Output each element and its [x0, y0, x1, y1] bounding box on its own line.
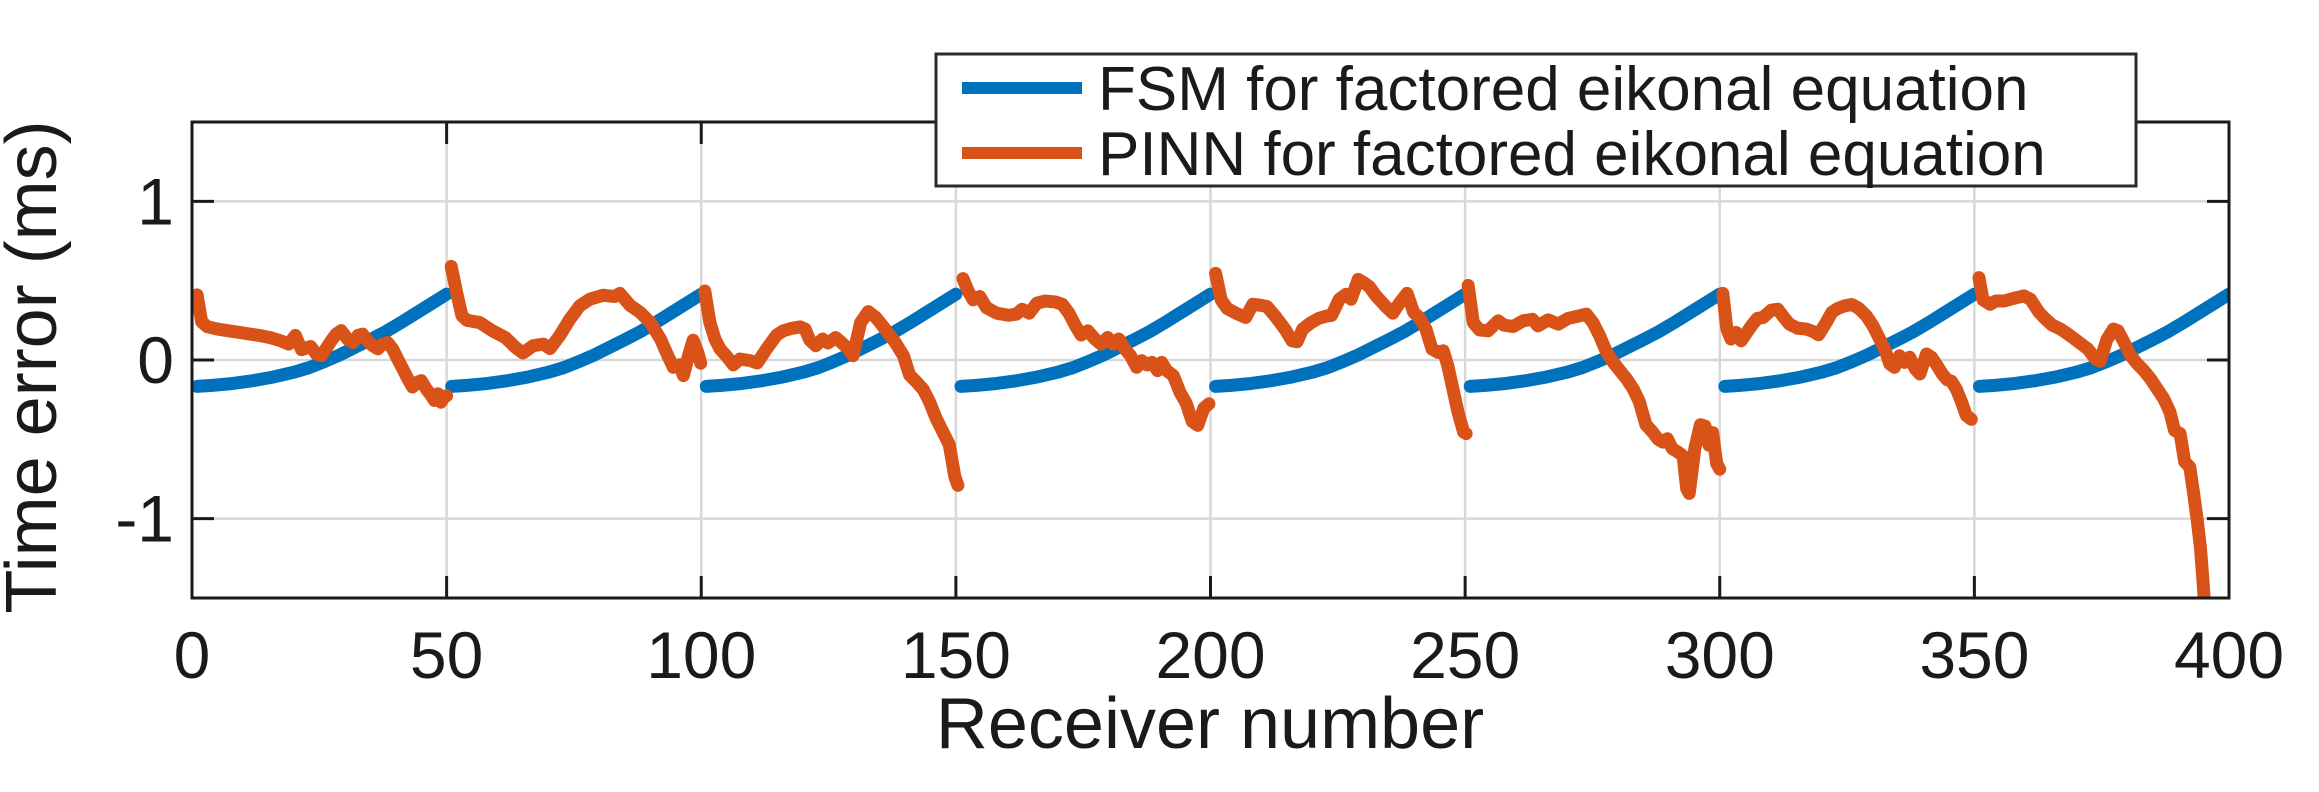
x-tick-label: 150: [901, 618, 1011, 692]
pinn-curve-segment: [1972, 271, 2211, 598]
legend: FSM for factored eikonal equation PINN f…: [934, 52, 2138, 189]
legend-box: [934, 52, 2138, 188]
fsm-curve-segment: [699, 287, 963, 393]
fsm-curve-segment: [1718, 287, 1981, 393]
legend-label-pinn: PINN for factored eikonal equation: [1098, 120, 2046, 189]
x-tick-label: 350: [1919, 618, 2029, 692]
y-tick-label: -1: [115, 482, 174, 556]
fsm-curve-segment: [445, 287, 708, 393]
fsm-curve-segment: [1972, 287, 2229, 393]
x-tick-label: 100: [646, 618, 756, 692]
fsm-curve-segment: [192, 287, 454, 393]
legend-label-fsm: FSM for factored eikonal equation: [1098, 55, 2029, 124]
pinn-curve-segment: [956, 272, 1216, 432]
y-axis-label: Time error (ms): [0, 120, 72, 613]
pinn-curve-segment: [1716, 286, 1978, 426]
series: [192, 259, 2229, 598]
x-tick-label: 0: [174, 618, 211, 692]
x-tick-label: 250: [1410, 618, 1520, 692]
pinn-curve-segment: [444, 259, 708, 383]
pinn-curve-segment: [1209, 266, 1473, 441]
y-tick-label: 0: [137, 323, 174, 397]
fsm-curve-segment: [954, 287, 1217, 393]
x-tick-label: 300: [1665, 618, 1775, 692]
pinn-curve-segment: [192, 288, 454, 409]
pinn-curve-segment: [1461, 278, 1727, 500]
x-tick-label: 50: [410, 618, 483, 692]
x-tick-label: 200: [1155, 618, 1265, 692]
x-axis-label: Receiver number: [936, 684, 1484, 764]
y-tick-label: 1: [137, 164, 174, 238]
tick-labels: 0 50 100 150 200 250 300 350 400-101: [115, 164, 2284, 692]
x-tick-label: 400: [2174, 618, 2284, 692]
pinn-curve-segment: [698, 284, 965, 492]
